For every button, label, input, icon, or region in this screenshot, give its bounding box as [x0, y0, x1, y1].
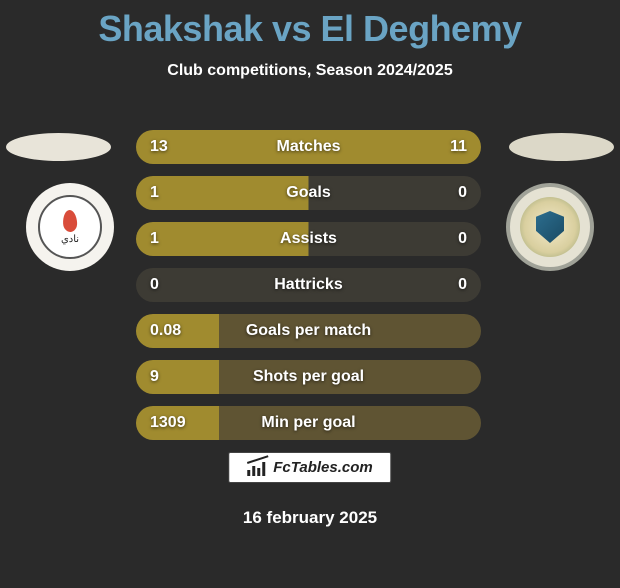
footer-brand-text: FcTables.com	[273, 459, 372, 476]
stat-label: Matches	[186, 138, 431, 156]
stat-row: 9Shots per goal	[136, 360, 481, 394]
stat-value-right: 0	[431, 184, 467, 202]
ellipse-left	[6, 133, 111, 161]
page-title: Shakshak vs El Deghemy	[0, 8, 620, 50]
stat-row: 1309Min per goal	[136, 406, 481, 440]
stat-value-left: 1	[150, 230, 186, 248]
stat-value-left: 1	[150, 184, 186, 202]
subtitle: Club competitions, Season 2024/2025	[0, 62, 620, 80]
stat-label: Min per goal	[186, 414, 431, 432]
stat-row: 0.08Goals per match	[136, 314, 481, 348]
stat-value-left: 13	[150, 138, 186, 156]
team-badge-left-inner: نادي	[38, 195, 102, 259]
stats-panel: 13Matches111Goals01Assists00Hattricks00.…	[136, 130, 481, 452]
flame-icon	[62, 209, 77, 232]
shield-icon	[536, 211, 564, 243]
stat-value-left: 9	[150, 368, 186, 386]
stat-row: 1Goals0	[136, 176, 481, 210]
footer-brand[interactable]: FcTables.com	[228, 452, 391, 483]
stat-value-right: 0	[431, 276, 467, 294]
stat-value-left: 0.08	[150, 322, 186, 340]
stat-value-left: 0	[150, 276, 186, 294]
stat-label: Assists	[186, 230, 431, 248]
chart-icon	[247, 460, 267, 476]
stat-label: Shots per goal	[186, 368, 431, 386]
team-badge-right	[506, 183, 594, 271]
date-label: 16 february 2025	[243, 508, 377, 528]
stat-value-right: 11	[431, 138, 467, 156]
stat-row: 1Assists0	[136, 222, 481, 256]
arabic-label: نادي	[61, 234, 79, 245]
stat-label: Goals per match	[186, 322, 431, 340]
team-badge-left: نادي	[26, 183, 114, 271]
stat-row: 0Hattricks0	[136, 268, 481, 302]
stat-value-left: 1309	[150, 414, 186, 432]
stat-label: Goals	[186, 184, 431, 202]
stat-label: Hattricks	[186, 276, 431, 294]
stat-value-right: 0	[431, 230, 467, 248]
team-badge-right-inner	[520, 197, 580, 257]
stat-row: 13Matches11	[136, 130, 481, 164]
ellipse-right	[509, 133, 614, 161]
